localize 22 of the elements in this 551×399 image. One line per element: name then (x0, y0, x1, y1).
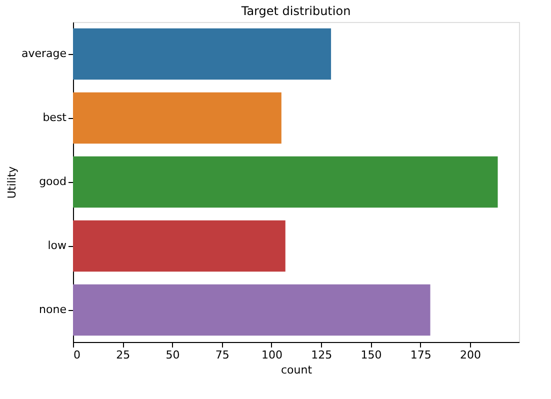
y-tick-label: best (42, 111, 68, 124)
x-tick-label: 50 (166, 348, 180, 362)
y-tick-label: none (39, 303, 67, 316)
y-tick-label: average (21, 47, 67, 60)
x-tick-label: 75 (215, 348, 230, 362)
x-tick-label: 0 (74, 348, 80, 362)
x-tick-label: 125 (311, 348, 332, 362)
chart-title: Target distribution (240, 4, 351, 18)
bar (73, 220, 286, 272)
x-tick-label: 200 (460, 348, 481, 362)
x-tick-label: 175 (410, 348, 432, 362)
bar (73, 156, 498, 208)
bar (73, 28, 332, 80)
x-tick-label: 100 (261, 348, 282, 362)
y-tick-label: low (48, 239, 66, 252)
x-axis-title: count (280, 364, 313, 376)
x-tick-label: 25 (116, 348, 130, 362)
bar (73, 92, 282, 144)
y-axis-title: Utility (5, 166, 18, 199)
x-tick-label: 150 (360, 348, 382, 362)
y-tick-label: good (39, 175, 66, 188)
bar (73, 284, 430, 336)
